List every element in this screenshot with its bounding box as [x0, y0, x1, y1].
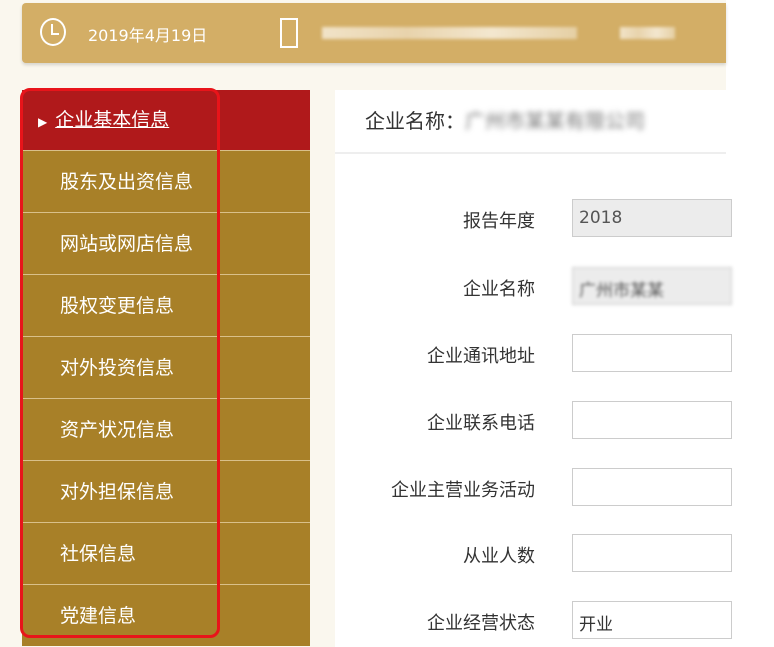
id-badge-icon: [280, 18, 298, 48]
status-select[interactable]: 开业: [572, 601, 732, 639]
sidebar-item-basic-info[interactable]: ▶ 企业基本信息: [22, 90, 310, 150]
sidebar-item-social-security[interactable]: 社保信息: [22, 522, 310, 584]
field-employees: 从业人数: [335, 534, 732, 574]
current-date: 2019年4月19日: [88, 26, 208, 45]
sidebar-item-shareholders[interactable]: 股东及出资信息: [22, 150, 310, 212]
sidebar-nav: ▶ 企业基本信息 股东及出资信息 网站或网店信息 股权变更信息 对外投资信息 资产…: [22, 90, 310, 646]
company-title: 企业名称：广州市某某有限公司: [335, 90, 726, 154]
field-phone: 企业联系电话: [335, 401, 732, 441]
sidebar-item-party-building[interactable]: 党建信息: [22, 584, 310, 646]
header-bar: 2019年4月19日: [22, 3, 726, 63]
company-name-redacted: 广州市某某有限公司: [465, 109, 645, 133]
clock-icon: [40, 18, 66, 46]
page: 2019年4月19日 ▶ 企业基本信息 股东及出资信息 网站或网店信息 股权变更信…: [0, 0, 732, 647]
company-name-redacted: [322, 27, 577, 39]
field-status: 企业经营状态 开业: [335, 601, 732, 641]
sidebar-item-equity-changes[interactable]: 股权变更信息: [22, 274, 310, 336]
main-business-input[interactable]: [572, 468, 732, 506]
company-name-input[interactable]: 广州市某某: [572, 267, 732, 305]
form-panel: 企业名称：广州市某某有限公司 报告年度 2018 企业名称 广州市某某 企业通讯地址…: [335, 90, 732, 647]
caret-right-icon: ▶: [38, 115, 48, 129]
sidebar-item-investments[interactable]: 对外投资信息: [22, 336, 310, 398]
sidebar-item-assets[interactable]: 资产状况信息: [22, 398, 310, 460]
field-company-name: 企业名称 广州市某某: [335, 267, 732, 307]
user-name-redacted: [620, 27, 675, 39]
field-report-year: 报告年度 2018: [335, 199, 732, 239]
employees-input[interactable]: [572, 534, 732, 572]
sidebar-item-guarantees[interactable]: 对外担保信息: [22, 460, 310, 522]
report-year-input[interactable]: 2018: [572, 199, 732, 237]
phone-input[interactable]: [572, 401, 732, 439]
sidebar-item-websites[interactable]: 网站或网店信息: [22, 212, 310, 274]
field-main-business: 企业主营业务活动: [335, 468, 732, 508]
address-input[interactable]: [572, 334, 732, 372]
field-address: 企业通讯地址: [335, 334, 732, 374]
